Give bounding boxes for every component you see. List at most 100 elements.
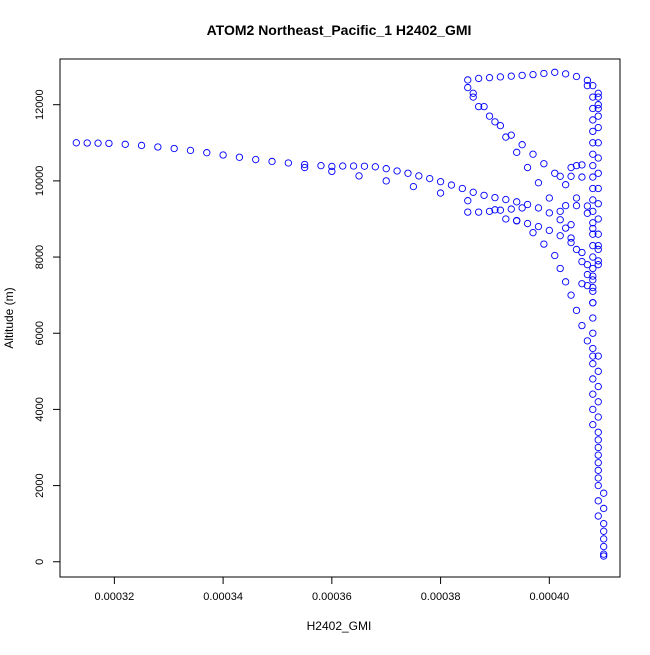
data-point — [518, 71, 526, 80]
data-point — [567, 291, 575, 299]
x-axis: 0.00032 0.00034 0.00036 0.00038 0.00040 — [94, 576, 569, 603]
data-point — [561, 181, 570, 189]
data-point — [594, 451, 602, 459]
data-point — [154, 143, 162, 151]
data-point — [594, 466, 602, 475]
data-point — [594, 261, 602, 269]
data-point — [556, 207, 564, 216]
data-point — [464, 208, 472, 216]
data-point — [600, 520, 608, 528]
data-point — [572, 245, 581, 254]
data-point — [502, 195, 510, 204]
data-point — [594, 245, 602, 254]
data-point — [594, 413, 602, 421]
data-point — [529, 229, 537, 237]
data-point — [556, 172, 564, 180]
data-point — [589, 219, 597, 227]
data-point — [301, 160, 309, 169]
data-point — [600, 550, 608, 558]
data-point — [589, 196, 597, 204]
data-point — [518, 141, 526, 149]
data-point — [594, 93, 602, 101]
data-point — [589, 329, 597, 337]
y-tick-label: 0 — [34, 559, 46, 565]
data-point — [426, 174, 434, 183]
data-point — [583, 281, 592, 290]
data-point — [513, 216, 521, 225]
data-point — [382, 177, 390, 185]
data-point — [496, 122, 505, 130]
data-point — [594, 443, 602, 452]
data-point — [491, 193, 499, 202]
data-point — [561, 224, 570, 232]
data-point — [589, 224, 597, 233]
data-point — [578, 173, 586, 181]
data-point — [594, 104, 602, 113]
data-point — [409, 182, 418, 191]
data-point — [534, 204, 543, 212]
data-point — [594, 169, 602, 177]
data-point — [589, 253, 597, 261]
data-point — [556, 232, 564, 240]
data-point — [594, 481, 602, 490]
x-tick-label: 0.00036 — [312, 591, 352, 603]
data-point — [600, 527, 608, 535]
data-point — [594, 428, 602, 436]
data-point — [594, 474, 602, 482]
data-point — [594, 101, 602, 109]
data-point — [534, 222, 543, 231]
data-point — [572, 201, 581, 210]
data-point — [496, 206, 505, 214]
data-point — [572, 194, 581, 202]
data-point — [523, 163, 532, 172]
data-point — [589, 116, 597, 124]
data-point — [485, 74, 494, 82]
data-point — [235, 153, 244, 161]
data-point — [583, 337, 592, 345]
data-point — [594, 89, 602, 97]
data-point — [268, 157, 276, 166]
y-axis-label: Altitude (m) — [2, 287, 16, 348]
data-point — [589, 127, 597, 136]
data-point — [594, 436, 602, 444]
data-point — [219, 151, 227, 159]
data-point — [534, 179, 543, 187]
data-point — [589, 104, 597, 113]
data-point — [349, 162, 358, 170]
data-point — [589, 150, 597, 158]
y-tick-label: 4000 — [34, 397, 46, 421]
data-point — [594, 459, 602, 467]
data-point — [491, 206, 499, 214]
data-point — [551, 169, 559, 177]
data-point — [328, 162, 336, 171]
data-point — [572, 161, 581, 170]
data-point — [578, 257, 586, 266]
data-point — [583, 270, 592, 279]
data-point — [502, 215, 510, 223]
data-point — [491, 118, 499, 126]
y-tick-label: 2000 — [34, 473, 46, 497]
data-point — [436, 177, 445, 186]
data-point — [589, 314, 597, 322]
data-point — [594, 497, 602, 505]
data-point — [105, 139, 113, 148]
data-point — [567, 238, 575, 247]
x-tick-label: 0.00040 — [529, 591, 569, 603]
data-point — [589, 207, 597, 216]
data-points — [72, 68, 608, 560]
data-point — [594, 512, 602, 520]
data-point — [540, 160, 548, 168]
data-point — [540, 69, 548, 78]
data-point — [572, 306, 581, 315]
data-point — [404, 169, 412, 177]
data-point — [561, 278, 570, 286]
data-point — [480, 102, 488, 111]
data-point — [551, 251, 559, 260]
data-point — [589, 352, 597, 360]
data-point — [393, 167, 401, 175]
data-point — [594, 215, 602, 223]
data-point — [513, 148, 521, 156]
data-point — [474, 74, 483, 83]
data-point — [523, 219, 532, 228]
